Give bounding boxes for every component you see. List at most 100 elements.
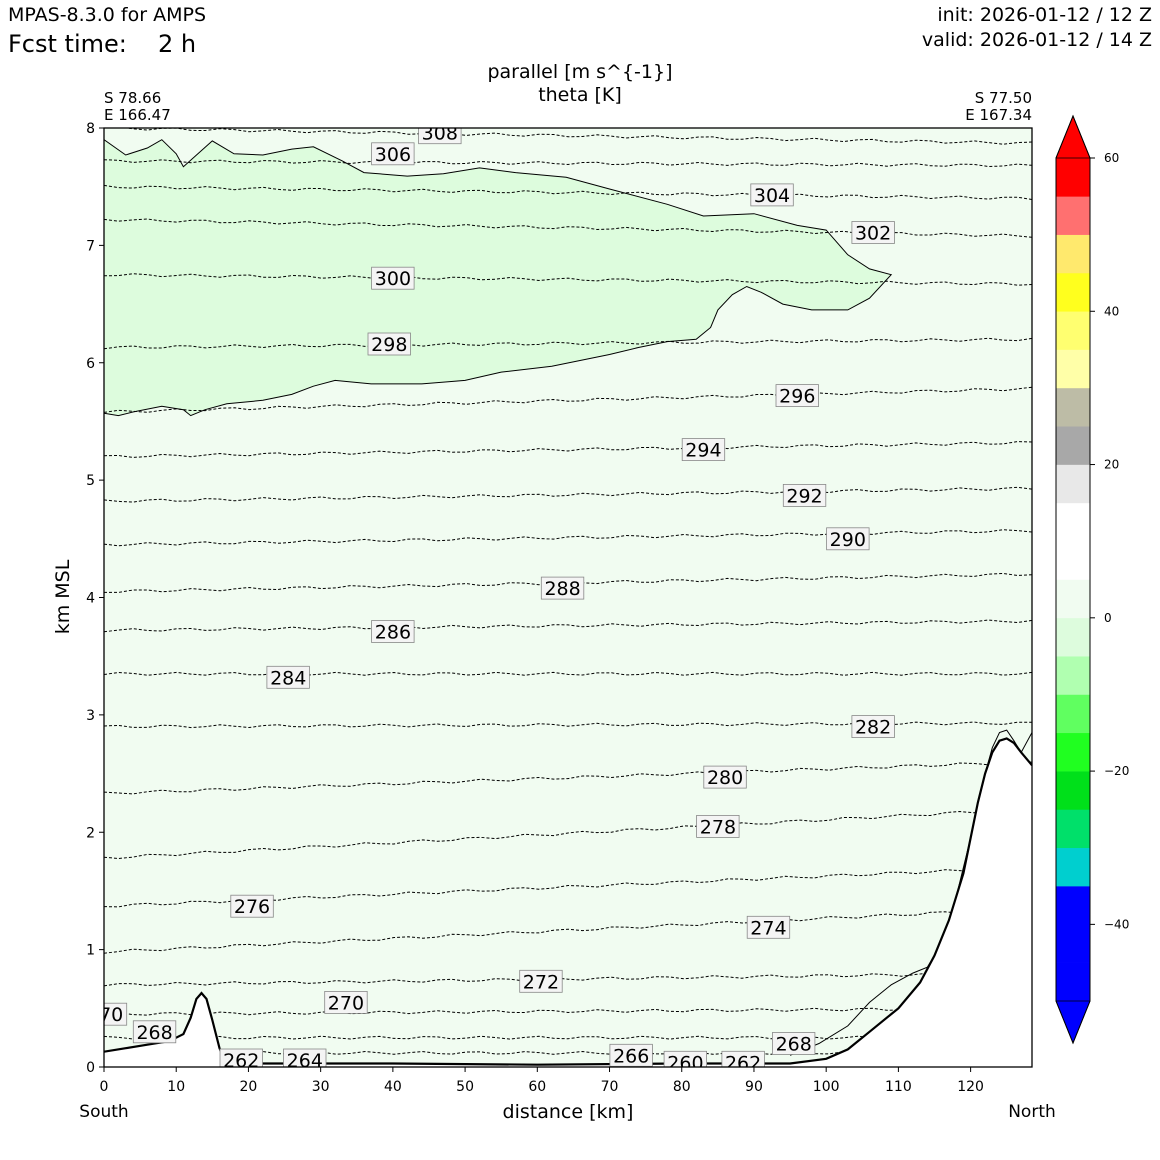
valid-time: valid: 2026-01-12 / 14 Z (921, 29, 1152, 51)
svg-text:266: 266 (613, 1045, 649, 1067)
svg-text:288: 288 (544, 578, 580, 600)
svg-text:306: 306 (375, 144, 411, 166)
svg-text:262: 262 (725, 1052, 761, 1074)
plot-area: 308 306 304 302 300 298 296 294 292 290 288 286 284 2… (99, 128, 1032, 1074)
chart-title: parallel [m s^{-1}] (487, 61, 672, 83)
filled-region (104, 139, 893, 417)
colorbar-frame (1055, 114, 1091, 1045)
contour-label-296: 296 (775, 384, 819, 408)
svg-text:264: 264 (287, 1050, 323, 1072)
x-tick-label-60: 60 (528, 1079, 546, 1095)
contour-label-266: 266 (609, 1043, 653, 1067)
contour-label-extra-3: 264 (283, 1048, 327, 1072)
contour-label-290: 290 (826, 527, 870, 551)
svg-text:268: 268 (776, 1034, 812, 1056)
svg-text:270: 270 (328, 992, 364, 1014)
x-tick-label-40: 40 (384, 1079, 402, 1095)
y-tick-label-4: 4 (86, 591, 95, 607)
model-title: MPAS-8.3.0 for AMPS (8, 4, 207, 26)
contour-label-extra-5: 262 (721, 1050, 765, 1074)
left-end-lon: E 166.47 (104, 106, 171, 124)
contour-label-extra-2: 262 (219, 1048, 263, 1072)
north-label: North (1008, 1102, 1056, 1122)
contour-label-272: 272 (519, 969, 563, 993)
colorbar-segment-21 (1056, 158, 1090, 197)
contour-label-304: 304 (750, 183, 794, 207)
contour-label-308: 308 (418, 128, 462, 145)
theta-contour-292 (104, 486, 1032, 503)
x-tick-label-110: 110 (885, 1079, 912, 1095)
theta-contour-280 (104, 760, 1032, 795)
colorbar-segment-6 (1056, 732, 1090, 772)
colorbar-segment-15 (1056, 387, 1090, 427)
contour-label-298: 298 (367, 332, 411, 356)
forecast-time-label: Fcst time: (8, 30, 127, 58)
svg-text:294: 294 (685, 440, 721, 462)
y-axis-label: km MSL (52, 559, 74, 634)
contour-label-284: 284 (266, 665, 310, 689)
left-end-lat: S 78.66 (104, 89, 161, 107)
theta-contour-286 (104, 619, 1032, 633)
theta-contour-272 (104, 971, 1032, 987)
contour-label-extra-4: 260 (663, 1050, 707, 1074)
right-end-lon: E 167.34 (965, 106, 1032, 124)
colorbar-segment-8 (1056, 656, 1090, 695)
theta-contour-296 (104, 386, 1032, 413)
svg-text:290: 290 (830, 529, 866, 551)
contour-label-278: 278 (696, 815, 740, 838)
colorbar-tick-label-0: 60 (1104, 151, 1119, 165)
y-tick-label-8: 8 (86, 121, 95, 137)
colorbar-segment-19 (1056, 234, 1090, 274)
theta-contour-306 (104, 159, 1032, 168)
colorbar-tick-label-5: −40 (1104, 917, 1129, 931)
south-label: South (79, 1102, 128, 1122)
svg-text:274: 274 (750, 917, 786, 939)
x-tick-label-20: 20 (240, 1079, 258, 1095)
x-tick-label-50: 50 (456, 1079, 474, 1095)
colorbar-segment-10 (1056, 579, 1090, 619)
contour-label-286: 286 (371, 620, 415, 644)
svg-text:300: 300 (375, 268, 411, 290)
contour-label-268: 268 (132, 1020, 177, 1044)
colorbar-segment-9 (1056, 617, 1090, 657)
theta-contour-300 (104, 273, 1032, 286)
y-tick-label-0: 0 (86, 1060, 95, 1076)
x-tick-label-90: 90 (745, 1079, 763, 1095)
theta-contour-298 (104, 337, 1032, 350)
contour-label-306: 306 (371, 142, 415, 166)
contour-label-288: 288 (540, 576, 585, 600)
contour-label-294: 294 (681, 438, 726, 462)
x-tick-label-30: 30 (312, 1079, 330, 1095)
contour-label-270: 270 (324, 991, 368, 1014)
svg-text:260: 260 (667, 1052, 703, 1074)
colorbar-segment-17 (1056, 311, 1090, 350)
contour-label-274: 274 (746, 915, 791, 939)
contour-label-extra-1: 268 (772, 1032, 816, 1056)
colorbar-segment-14 (1056, 426, 1090, 465)
x-tick-label-100: 100 (813, 1079, 840, 1095)
svg-text:262: 262 (223, 1050, 259, 1072)
y-tick-label-7: 7 (86, 238, 95, 254)
svg-text:298: 298 (371, 334, 407, 356)
colorbar-segment-11 (1056, 541, 1090, 580)
contour-label-extra-0: 70 (99, 1002, 128, 1026)
svg-text:296: 296 (779, 386, 815, 408)
theta-contour-308 (104, 128, 1032, 145)
theta-contour-290 (104, 529, 1032, 547)
colorbar-tick-label-2: 20 (1104, 458, 1119, 472)
colorbar-tick-label-1: 40 (1104, 304, 1119, 318)
colorbar-segment-18 (1056, 272, 1090, 312)
svg-text:70: 70 (99, 1004, 123, 1026)
theta-contour-274 (104, 907, 1032, 954)
colorbar-segment-4 (1056, 809, 1090, 849)
y-tick-label-2: 2 (86, 825, 95, 841)
contour-label-292: 292 (782, 483, 827, 507)
axes: 0 10 20 30 40 50 60 70 80 90 100 110 120 0 1 2 3 4 5 6 7 8 (86, 121, 1033, 1095)
colorbar-bottom-arrow (1055, 1000, 1091, 1045)
svg-text:268: 268 (136, 1022, 172, 1044)
forecast-time-value: 2 h (158, 30, 197, 58)
colorbar-segment-13 (1056, 464, 1090, 504)
colorbar-segment-12 (1056, 502, 1090, 542)
svg-text:272: 272 (523, 971, 559, 993)
